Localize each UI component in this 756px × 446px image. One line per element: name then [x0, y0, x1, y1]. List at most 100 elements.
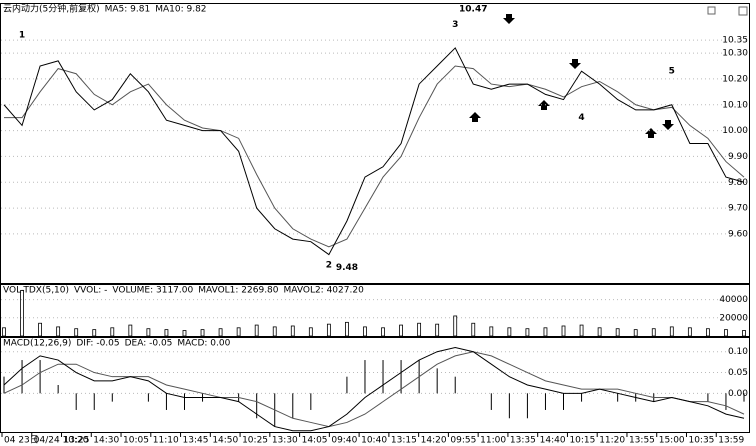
volume-bar [435, 323, 440, 337]
header-text: MAVOL1: 2269.80 [198, 286, 279, 296]
y-tick-label: 10.30 [722, 49, 748, 59]
x-tick-label: 13:25 [64, 436, 90, 446]
y-tick-label: 9.90 [728, 152, 748, 162]
y-tick-label: 10.35 [722, 36, 748, 46]
y-tick-label: 10.10 [722, 100, 748, 110]
x-tick-label: 14:50 [212, 436, 238, 446]
header-text: DIF: -0.05 [76, 339, 119, 349]
volume-bar [381, 327, 385, 337]
annotation: 5 [669, 67, 675, 77]
x-tick-label: 14:05 [302, 436, 328, 446]
header-text: MACD(12,26,9) [3, 339, 71, 349]
x-tick-label: 11:20 [599, 436, 625, 446]
y-tick-label: 0.05 [728, 368, 748, 378]
volume-bar [706, 328, 710, 337]
annotation: 1 [19, 31, 25, 41]
volume-bar [453, 315, 458, 337]
volume-bar [399, 324, 403, 337]
header-text: MACD: 0.00 [177, 339, 230, 349]
volume-bar [417, 322, 422, 337]
x-tick-label: 13:45 [183, 436, 209, 446]
x-tick-label: 15:00 [659, 436, 685, 446]
x-tick-label: 04 23日 [4, 435, 39, 446]
annotation: 4 [578, 113, 584, 123]
y-tick-label: 10.00 [722, 126, 748, 136]
down-arrow [503, 14, 515, 24]
up-arrow [645, 128, 657, 138]
volume-bar [489, 326, 494, 337]
volume-bar [128, 324, 133, 337]
price-line [3, 47, 745, 256]
volume-bar [543, 327, 548, 337]
x-tick-label: 10:40 [361, 436, 387, 446]
x-tick-label: 11:00 [480, 436, 506, 446]
volume-bar [290, 325, 295, 337]
volume-bar [110, 327, 115, 337]
volume-bar [272, 326, 277, 337]
volume-bar [254, 324, 259, 337]
price-panel [0, 3, 750, 284]
volume-bar [200, 329, 205, 337]
x-tick-label: 13:35 [510, 436, 536, 446]
ma-line [4, 65, 745, 248]
x-tick-label: 10:05 [123, 436, 149, 446]
header-text: 云内动力(5分钟,前复权) [3, 3, 100, 15]
volume-bar [669, 326, 674, 337]
annotation: 10.47 [459, 5, 487, 15]
volume-bar [507, 327, 512, 337]
volume-bar [2, 327, 6, 337]
annotation: 3 [452, 20, 458, 30]
volume-bar [56, 326, 61, 337]
volume-bar [471, 322, 476, 337]
volume-bar [525, 328, 530, 337]
x-tick-label: 09:55 [450, 436, 476, 446]
x-tick-label: 10:35 [688, 436, 714, 446]
volume-bar [308, 327, 313, 337]
header-text: MA10: 9.82 [155, 5, 206, 15]
header-text: DEA: -0.05 [125, 339, 173, 349]
header-text: VOLUME: 3117.00 [112, 286, 193, 296]
volume-bar [579, 324, 584, 337]
down-arrow [662, 120, 674, 130]
x-tick-label: 10:25 [242, 436, 268, 446]
volume-bar [164, 329, 169, 337]
volume-bar [724, 329, 728, 337]
volume-bar [687, 327, 692, 337]
header-text: MAVOL2: 4027.20 [284, 286, 365, 296]
y-tick-label: 9.80 [728, 178, 748, 188]
header-text: VOL-TDX(5,10) [3, 286, 69, 296]
x-tick-label: 13:30 [272, 436, 298, 446]
y-tick-label: 9.70 [728, 204, 748, 214]
window-button[interactable] [707, 6, 716, 15]
dea-line [3, 351, 745, 428]
close-button[interactable] [738, 6, 748, 16]
volume-bar [92, 329, 97, 337]
volume-bar [597, 327, 602, 337]
volume-bar [742, 330, 746, 337]
annotation: 2 [326, 260, 332, 270]
volume-bar [146, 328, 151, 337]
x-tick-label: 11:10 [153, 436, 179, 446]
x-tick-label: 14:40 [540, 436, 566, 446]
macd-panel [0, 337, 750, 433]
y-tick-label: 40000 [719, 295, 748, 305]
y-tick-label: 0.10 [728, 347, 748, 357]
volume-bar [218, 328, 223, 337]
arrows [469, 14, 674, 138]
x-tick-label: 14:20 [421, 436, 447, 446]
volume-bar [20, 290, 24, 337]
header-text: VVOL: - [74, 286, 107, 296]
annotation: 9.48 [336, 263, 358, 273]
y-tick-label: 9.60 [728, 229, 748, 239]
volume-panel [0, 284, 750, 337]
x-tick-label: 09:40 [331, 436, 357, 446]
x-tick-label: 13:55 [629, 436, 655, 446]
volume-bar [651, 328, 656, 337]
down-arrow [569, 59, 581, 69]
up-arrow [538, 100, 550, 110]
volume-bar [74, 328, 79, 337]
x-tick-label: 10:15 [569, 436, 595, 446]
volume-bar [326, 323, 331, 337]
